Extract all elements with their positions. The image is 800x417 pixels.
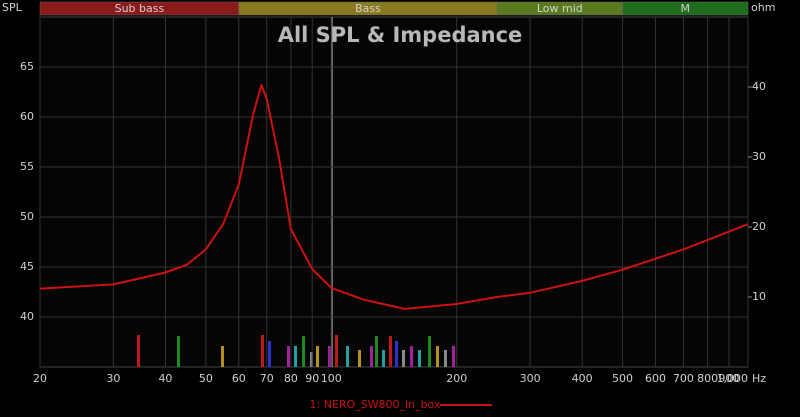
x-tick-label: 50 (199, 372, 213, 385)
x-tick-label: 40 (158, 372, 172, 385)
x-axis-label: Hz (752, 372, 766, 385)
y-tick-label: 60 (20, 110, 34, 123)
x-tick-label: 20 (33, 372, 47, 385)
legend-label: 1: NERO_SW800_in_box (310, 398, 441, 411)
x-tick-label: 60 (232, 372, 246, 385)
band-label: Low mid (537, 2, 583, 15)
y2-tick-label: 30 (752, 150, 766, 163)
series-line (39, 83, 749, 310)
x-tick-label: 600 (645, 372, 666, 385)
distortion-markers (137, 335, 455, 367)
x-tick-label: 70 (260, 372, 274, 385)
y-tick-label: 50 (20, 210, 34, 223)
x-tick-label: 800 (697, 372, 718, 385)
y2-tick-label: 10 (752, 290, 766, 303)
x-tick-label: 700 (673, 372, 694, 385)
x-tick-label: 80 (284, 372, 298, 385)
x-tick-label: 400 (572, 372, 593, 385)
x-tick-label: 90 (305, 372, 319, 385)
x-tick-label: 1,000 (717, 372, 749, 385)
y-tick-label: 65 (20, 60, 34, 73)
band (622, 1, 749, 16)
y2-tick-label: 20 (752, 220, 766, 233)
x-tick-label: 200 (446, 372, 467, 385)
x-tick-label: 100 (321, 372, 342, 385)
y-tick-label: 40 (20, 310, 34, 323)
band-label: M (681, 2, 691, 15)
y2-axis-label: ohm (751, 1, 775, 14)
band-label: Sub bass (115, 2, 165, 15)
band-label: Bass (355, 2, 381, 15)
y-axis-label: SPL (2, 1, 23, 14)
y-tick-label: 55 (20, 160, 34, 173)
y2-tick-label: 40 (752, 80, 766, 93)
chart-title: All SPL & Impedance (278, 23, 523, 47)
x-tick-label: 300 (520, 372, 541, 385)
plot-area (39, 16, 749, 368)
y-tick-label: 45 (20, 260, 34, 273)
x-tick-label: 30 (106, 372, 120, 385)
x-tick-label: 900 (718, 372, 739, 385)
x-tick-label: 500 (612, 372, 633, 385)
